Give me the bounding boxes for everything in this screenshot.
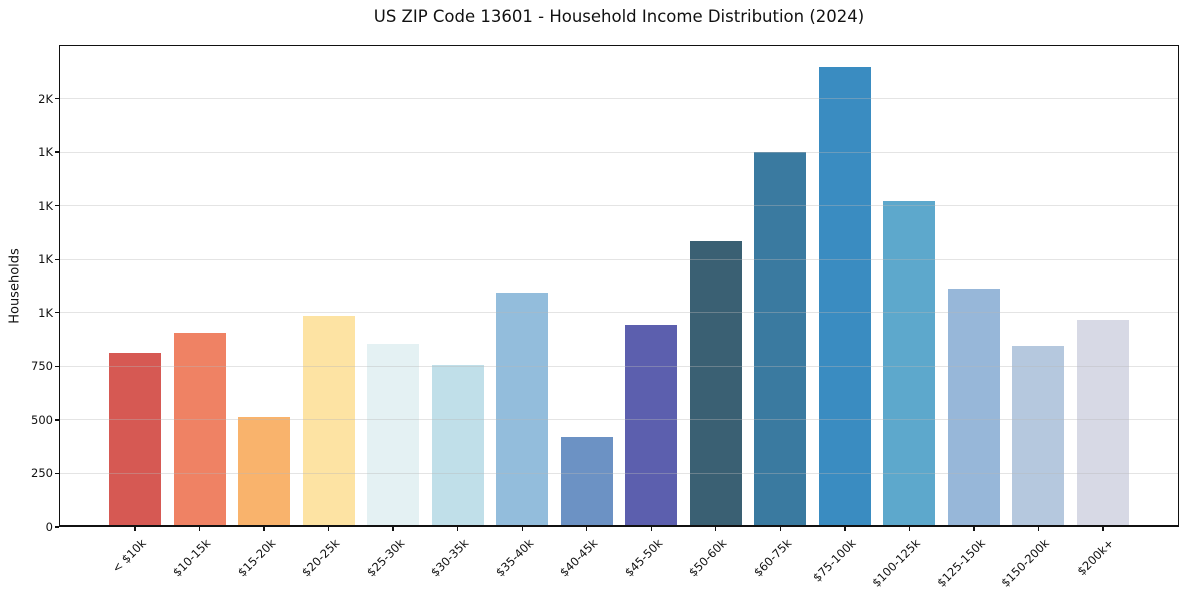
x-tick-label: $35-40k bbox=[492, 536, 537, 580]
x-tick-label: $15-20k bbox=[234, 536, 278, 580]
bar--25-30k bbox=[367, 343, 420, 527]
x-tick-label: $30-35k bbox=[428, 536, 472, 580]
x-tick bbox=[198, 527, 201, 531]
x-tick-label: $40-45k bbox=[557, 536, 601, 580]
y-tick bbox=[55, 258, 59, 260]
x-tick-label: $45-50k bbox=[621, 536, 666, 580]
x-tick-label: $150-200k bbox=[998, 536, 1053, 590]
x-tick-label: < $10k bbox=[109, 536, 149, 576]
plot-area bbox=[59, 45, 1179, 527]
x-tick-label: $200k+ bbox=[1074, 536, 1117, 579]
y-gridline bbox=[60, 472, 1178, 474]
x-tick-label: $20-25k bbox=[299, 536, 343, 580]
x-tick bbox=[650, 527, 652, 531]
x-tick bbox=[844, 527, 846, 531]
y-tick bbox=[55, 472, 59, 475]
y-gridline bbox=[60, 312, 1178, 314]
bar--50-60k bbox=[689, 241, 742, 527]
x-tick bbox=[327, 527, 330, 531]
y-gridline bbox=[60, 258, 1178, 260]
y-gridline bbox=[60, 365, 1178, 367]
x-tick bbox=[1102, 527, 1104, 531]
y-gridline bbox=[60, 419, 1178, 421]
bar--200k+ bbox=[1077, 320, 1129, 527]
y-tick bbox=[55, 365, 59, 368]
bar--30-35k bbox=[431, 365, 484, 527]
y-tick bbox=[55, 204, 59, 207]
x-tick bbox=[908, 527, 911, 531]
bar--20-25k bbox=[302, 315, 355, 527]
x-tick bbox=[715, 527, 717, 531]
x-tick-label: $100-125k bbox=[869, 536, 924, 590]
chart-title: US ZIP Code 13601 - Household Income Dis… bbox=[373, 7, 865, 26]
bar--100-125k bbox=[883, 201, 936, 527]
y-tick bbox=[55, 419, 59, 421]
x-tick bbox=[586, 527, 588, 531]
x-tick-label: $60-75k bbox=[750, 536, 795, 580]
bar--40-45k bbox=[560, 437, 613, 527]
bar--150-200k bbox=[1012, 345, 1065, 527]
y-gridline bbox=[60, 205, 1178, 207]
y-tick-label: 1K bbox=[38, 305, 53, 320]
bar--60-75k bbox=[754, 152, 807, 527]
bar--125-150k bbox=[947, 289, 1000, 527]
y-tick-label: 250 bbox=[31, 466, 53, 481]
y-tick-label: 2K bbox=[38, 91, 53, 106]
x-tick bbox=[973, 527, 975, 531]
bar--10k bbox=[109, 353, 161, 527]
bar--75-100k bbox=[818, 67, 871, 527]
y-tick-label: 1K bbox=[38, 145, 53, 160]
x-tick-label: $50-60k bbox=[686, 536, 730, 580]
x-tick-label: $75-100k bbox=[810, 536, 859, 585]
bar--45-50k bbox=[625, 324, 678, 527]
y-tick bbox=[55, 526, 59, 528]
y-tick-label: 0 bbox=[45, 520, 53, 534]
y-gridline bbox=[60, 151, 1178, 153]
y-tick-label: 500 bbox=[31, 412, 53, 427]
x-tick bbox=[263, 527, 265, 531]
x-tick bbox=[134, 527, 136, 531]
x-tick-label: $25-30k bbox=[363, 536, 408, 580]
y-gridline bbox=[60, 98, 1178, 100]
y-tick bbox=[55, 151, 59, 153]
x-tick bbox=[779, 527, 782, 531]
y-tick-label: 1K bbox=[38, 252, 53, 267]
y-tick-label: 750 bbox=[31, 359, 53, 374]
y-tick bbox=[55, 97, 59, 100]
y-tick-label: 1K bbox=[38, 198, 53, 213]
y-tick bbox=[55, 312, 59, 314]
x-tick bbox=[521, 527, 523, 531]
x-tick bbox=[392, 527, 394, 531]
bar--35-40k bbox=[496, 293, 549, 527]
x-tick bbox=[456, 527, 459, 531]
bar--15-20k bbox=[238, 416, 291, 527]
x-tick-label: $10-15k bbox=[170, 536, 214, 580]
bar--10-15k bbox=[173, 333, 226, 527]
x-tick bbox=[1037, 527, 1040, 531]
x-tick-label: $125-150k bbox=[934, 536, 988, 590]
